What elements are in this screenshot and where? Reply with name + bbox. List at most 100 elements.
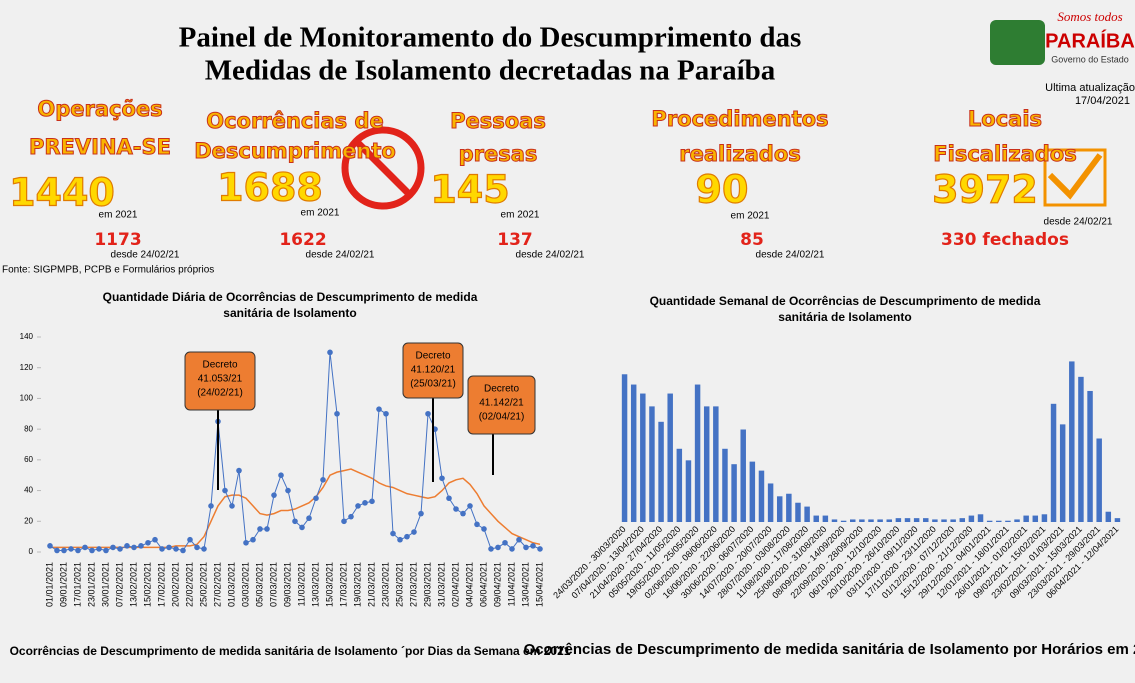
- bar: [1032, 515, 1039, 522]
- point: [516, 536, 522, 543]
- annotation-text: (24/02/21): [197, 388, 243, 399]
- kpi-title: Operações: [37, 97, 162, 121]
- annotation-text: 41.053/21: [198, 374, 243, 385]
- point: [418, 510, 424, 517]
- point: [89, 547, 95, 554]
- kpi-title: Descumprimento: [194, 139, 396, 163]
- logo-text: Somos todos: [1057, 9, 1122, 24]
- point: [138, 543, 144, 549]
- point: [390, 530, 396, 537]
- kpi-since-value: 330 fechados: [941, 230, 1069, 250]
- point: [229, 503, 235, 509]
- point: [537, 546, 543, 552]
- kpi-since-value: 1622: [279, 230, 326, 250]
- title-line: Medidas de Isolamento decretadas na Para…: [205, 55, 776, 87]
- point: [376, 406, 382, 412]
- chart-title: Quantidade Diária de Ocorrências de Desc…: [103, 290, 478, 304]
- bar: [621, 374, 628, 522]
- bar: [977, 514, 984, 522]
- x-tick-label: 09/01/2021: [58, 562, 68, 607]
- bar: [813, 515, 819, 522]
- y-tick-label: 60: [24, 455, 33, 464]
- y-tick-label: 20: [24, 516, 33, 525]
- bar: [1069, 361, 1075, 522]
- bar: [996, 520, 1002, 522]
- bar: [941, 519, 947, 522]
- x-tick-label: 20/02/2021: [170, 562, 180, 607]
- stop-icon: [353, 138, 413, 198]
- x-tick-label: 02/04/2021: [450, 562, 460, 607]
- annotation-box: [184, 351, 256, 411]
- bar: [950, 519, 956, 522]
- stop-icon: [341, 126, 425, 210]
- x-tick-label: 27/02/2021: [212, 562, 222, 607]
- point: [264, 526, 270, 532]
- x-tick-label: 30/01/2021: [100, 562, 110, 607]
- x-tick-label: 01/01/2021: [44, 562, 54, 607]
- logo-text: PARAÍBA: [1045, 29, 1135, 52]
- bar: [722, 448, 728, 522]
- bar: [685, 460, 692, 522]
- bar: [776, 496, 783, 522]
- bar: [640, 393, 646, 522]
- x-tick-label: 15/04/2021: [534, 562, 544, 607]
- kpi-since-note: desde 24/02/21: [516, 250, 585, 261]
- point: [201, 546, 207, 552]
- x-tick-label: 27/03/2021: [408, 562, 418, 607]
- kpi-title: Ocorrências de: [206, 109, 384, 133]
- point: [404, 533, 410, 540]
- bar: [959, 518, 966, 522]
- y-tick-label: 140: [20, 332, 34, 341]
- kpi-title: Procedimentos: [651, 107, 828, 131]
- kpi-since-note: desde 24/02/21: [756, 250, 825, 261]
- point: [285, 487, 291, 494]
- point: [509, 546, 515, 552]
- point: [236, 467, 242, 474]
- y-tick-label: 100: [20, 394, 34, 403]
- bar: [913, 518, 920, 522]
- title-line: Painel de Monitoramento do Descumpriment…: [179, 22, 802, 54]
- x-tick-label: 09/03/2021: [282, 562, 292, 607]
- chart-title: sanitária de Isolamento: [223, 306, 356, 320]
- y-tick-label: 0: [29, 547, 34, 556]
- bar: [831, 519, 838, 522]
- y-tick-label: 40: [24, 486, 33, 495]
- bar: [868, 519, 874, 522]
- bar: [649, 406, 655, 522]
- point: [222, 487, 228, 494]
- point: [292, 518, 298, 525]
- bar: [895, 518, 902, 522]
- point: [250, 536, 256, 543]
- bar: [932, 519, 938, 522]
- point: [411, 529, 417, 535]
- x-tick-label: 06/04/2021: [478, 562, 488, 607]
- kpi-note: em 2021: [501, 210, 540, 221]
- bar: [1096, 438, 1102, 522]
- bar: [850, 519, 856, 522]
- annotation-text: 41.120/21: [411, 365, 456, 376]
- x-tick-label: 17/03/2021: [338, 562, 348, 607]
- bar: [904, 518, 911, 522]
- x-tick-label: 01/03/2021: [226, 562, 236, 607]
- point: [355, 503, 361, 509]
- point: [299, 524, 305, 531]
- annotation-text: (02/04/21): [479, 412, 525, 423]
- x-tick-label: 23/01/2021: [86, 562, 96, 607]
- source: Fonte: SIGPMPB, PCPB e Formulários própr…: [2, 265, 214, 276]
- point: [530, 543, 536, 549]
- point: [75, 547, 81, 554]
- bar: [676, 448, 683, 522]
- kpi-value: 1688: [217, 166, 323, 210]
- bar: [1023, 515, 1029, 522]
- bar: [658, 421, 664, 522]
- bar: [786, 493, 792, 522]
- update-date: 17/04/2021: [1075, 95, 1130, 107]
- x-tick-label: 25/02/2021: [198, 562, 208, 607]
- bar: [840, 520, 847, 522]
- point: [117, 546, 123, 552]
- point: [341, 518, 347, 525]
- section-title: Ocorrências de Descumprimento de medida …: [524, 641, 1135, 658]
- point: [348, 513, 354, 520]
- point: [243, 539, 249, 546]
